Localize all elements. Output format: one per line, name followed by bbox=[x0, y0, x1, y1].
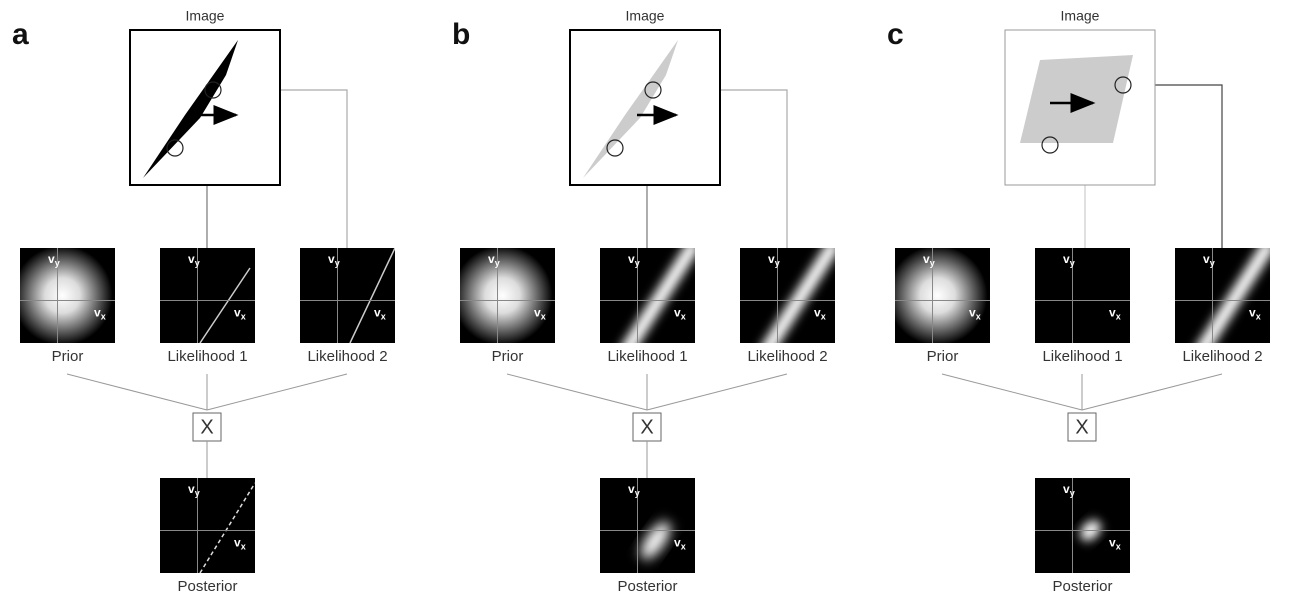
operator: X bbox=[1075, 416, 1088, 438]
connector bbox=[1082, 374, 1222, 410]
axis-subscript: y bbox=[55, 258, 60, 268]
connector bbox=[647, 374, 787, 410]
axis-subscript: y bbox=[635, 488, 640, 498]
plot-box bbox=[300, 248, 395, 343]
axis-subscript: x bbox=[381, 312, 386, 322]
axis-subscript: x bbox=[681, 312, 686, 322]
axis-subscript: x bbox=[1116, 542, 1121, 552]
box-title: Posterior bbox=[177, 578, 237, 595]
plot-content bbox=[888, 246, 988, 346]
connector bbox=[507, 374, 647, 410]
image-title: Image bbox=[626, 8, 665, 24]
axis-subscript: y bbox=[195, 258, 200, 268]
box-title: Likelihood 2 bbox=[747, 348, 827, 365]
connector bbox=[207, 374, 347, 410]
page: aImageXvyvxPriorvyvxLikelihood 1vyvxLike… bbox=[0, 0, 1295, 601]
axis-subscript: x bbox=[241, 312, 246, 322]
plot-content bbox=[453, 246, 553, 346]
axis-subscript: x bbox=[681, 542, 686, 552]
prior-density bbox=[13, 246, 113, 346]
image-title: Image bbox=[186, 8, 225, 24]
axis-subscript: x bbox=[541, 312, 546, 322]
box-title: Likelihood 1 bbox=[167, 348, 247, 365]
axis-subscript: y bbox=[1070, 488, 1075, 498]
plot-content bbox=[13, 246, 113, 346]
box-title: Prior bbox=[492, 348, 524, 365]
figure: aImageXvyvxPriorvyvxLikelihood 1vyvxLike… bbox=[0, 0, 1295, 601]
axis-subscript: x bbox=[821, 312, 826, 322]
panel-label: b bbox=[452, 18, 470, 51]
operator: X bbox=[200, 416, 213, 438]
axis-subscript: y bbox=[195, 488, 200, 498]
axis-subscript: y bbox=[775, 258, 780, 268]
plot-box bbox=[1035, 478, 1130, 573]
box-title: Likelihood 2 bbox=[1182, 348, 1262, 365]
panel-label: c bbox=[887, 18, 904, 51]
axis-subscript: y bbox=[1210, 258, 1215, 268]
axis-subscript: y bbox=[335, 258, 340, 268]
axis-subscript: x bbox=[976, 312, 981, 322]
box-title: Prior bbox=[52, 348, 84, 365]
plot-box bbox=[160, 248, 255, 343]
box-title: Likelihood 1 bbox=[1042, 348, 1122, 365]
prior-density bbox=[453, 246, 553, 346]
image-title: Image bbox=[1061, 8, 1100, 24]
connector bbox=[67, 374, 207, 410]
operator: X bbox=[640, 416, 653, 438]
box-title: Likelihood 1 bbox=[607, 348, 687, 365]
axis-subscript: y bbox=[1070, 258, 1075, 268]
panel-label: a bbox=[12, 18, 29, 51]
prior-density bbox=[888, 246, 988, 346]
axis-subscript: y bbox=[635, 258, 640, 268]
axis-subscript: y bbox=[930, 258, 935, 268]
plot-box bbox=[160, 478, 255, 573]
panel: cImageXvyvxPriorvyvxLikelihood 1vyvxLike… bbox=[887, 8, 1270, 595]
box-title: Prior bbox=[927, 348, 959, 365]
box-title: Posterior bbox=[1052, 578, 1112, 595]
axis-subscript: x bbox=[1116, 312, 1121, 322]
axis-subscript: x bbox=[101, 312, 106, 322]
axis-subscript: x bbox=[1256, 312, 1261, 322]
box-title: Likelihood 2 bbox=[307, 348, 387, 365]
box-title: Posterior bbox=[617, 578, 677, 595]
connector bbox=[942, 374, 1082, 410]
axis-subscript: x bbox=[241, 542, 246, 552]
axis-subscript: y bbox=[495, 258, 500, 268]
